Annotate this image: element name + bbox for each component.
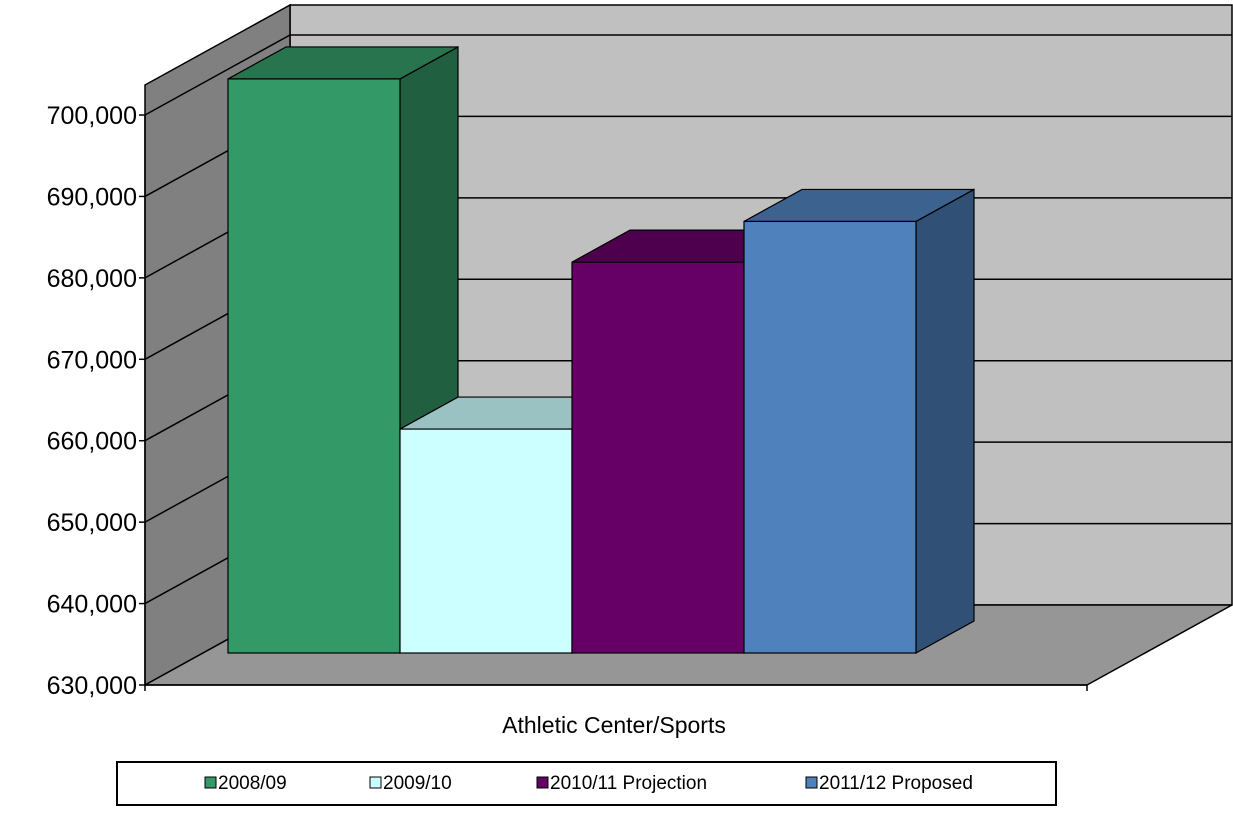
legend-label: 2008/09 <box>218 773 287 794</box>
legend-item: 2008/09 <box>204 773 287 794</box>
y-tick-label: 630,000 <box>47 672 137 700</box>
bar-front <box>399 428 573 654</box>
legend: 2008/09 2009/10 2010/11 Projection 2011/12 … <box>116 761 1057 806</box>
legend-label: 2011/12 Proposed <box>819 773 973 794</box>
legend-item: 2010/11 Projection <box>536 773 707 794</box>
y-tick-label: 640,000 <box>47 591 137 619</box>
legend-swatch <box>805 776 818 789</box>
y-tick-label: 700,000 <box>47 102 137 130</box>
legend-swatch <box>369 776 382 789</box>
legend-item: 2011/12 Proposed <box>805 773 973 794</box>
legend-box <box>116 761 1057 806</box>
y-tick-label: 670,000 <box>47 346 137 374</box>
y-tick-label: 650,000 <box>47 509 137 537</box>
y-tick-label: 680,000 <box>47 265 137 293</box>
legend-item: 2009/10 <box>369 773 452 794</box>
axes <box>139 114 1088 691</box>
bar-front <box>571 261 745 654</box>
gridline <box>144 34 1232 116</box>
y-tick-label: 660,000 <box>47 428 137 456</box>
y-tick-labels: 630,000 640,000 650,000 660,000 670,000 680,0… <box>47 102 137 700</box>
bars <box>227 45 975 655</box>
legend-label: 2009/10 <box>383 773 452 794</box>
legend-label: 2010/11 Projection <box>550 773 707 794</box>
bar-2011-12-proposed <box>743 188 975 655</box>
y-tick-label: 690,000 <box>47 183 137 211</box>
legend-swatch <box>204 776 217 789</box>
bar-front <box>743 220 917 654</box>
x-category-label: Athletic Center/Sports <box>502 712 726 738</box>
bar-side <box>915 188 975 655</box>
bar-front <box>227 78 401 654</box>
legend-swatch <box>536 776 549 789</box>
